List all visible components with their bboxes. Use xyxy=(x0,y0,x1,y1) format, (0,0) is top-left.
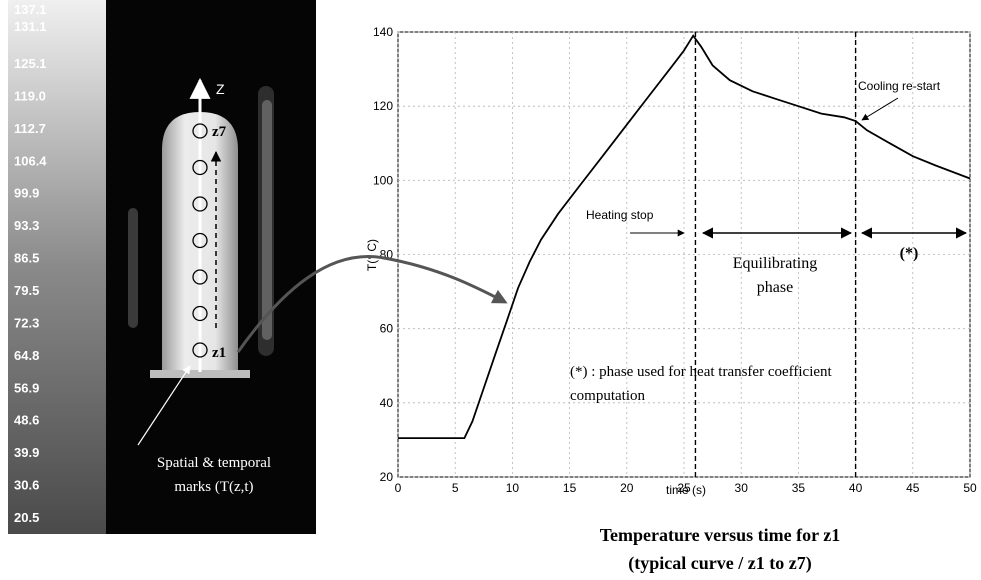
scale-label: 30.6 xyxy=(14,478,39,493)
thermogram: 137.1 131.1 125.1 119.0 112.7 106.4 99.9 93.3 86… xyxy=(8,0,316,534)
y-tick-label: 60 xyxy=(380,322,394,336)
scale-label: 39.9 xyxy=(14,445,39,460)
x-tick-label: 50 xyxy=(963,481,977,495)
y-axis-label: T(° C) xyxy=(365,239,379,271)
x-tick-label: 45 xyxy=(906,481,920,495)
scale-label: 72.3 xyxy=(14,315,39,330)
x-tick-label: 5 xyxy=(452,481,459,495)
heating-stop-label: Heating stop xyxy=(586,208,654,222)
x-tick-label: 15 xyxy=(563,481,577,495)
mark-label-z7: z7 xyxy=(212,124,227,140)
equilibrating-label-line2: phase xyxy=(757,279,793,296)
marks-caption-line1: Spatial & temporal xyxy=(157,455,271,471)
y-tick-label: 40 xyxy=(380,396,394,410)
mark-label-z1: z1 xyxy=(212,345,226,361)
marks-caption-line2: marks (T(z,t) xyxy=(174,479,253,495)
chart-title: Temperature versus time for z1 xyxy=(520,525,920,546)
scale-label: 119.0 xyxy=(14,88,46,103)
scale-label: 99.9 xyxy=(14,186,39,201)
y-tick-label: 100 xyxy=(373,173,393,187)
star-phase-label: (*) xyxy=(900,245,919,262)
side-streak-left xyxy=(128,208,138,328)
x-axis-label: time (s) xyxy=(666,483,706,497)
scale-label: 106.4 xyxy=(14,153,47,168)
scale-label: 125.1 xyxy=(14,56,47,71)
z-axis-label: Z xyxy=(216,81,225,97)
scale-label: 131.1 xyxy=(14,19,47,34)
y-tick-label: 20 xyxy=(380,470,394,484)
note-line1: (*) : phase used for heat transfer coeff… xyxy=(570,364,833,380)
scale-label: 48.6 xyxy=(14,413,39,428)
y-tick-label: 140 xyxy=(373,25,393,39)
scale-label: 112.7 xyxy=(14,121,46,136)
x-tick-label: 0 xyxy=(395,481,402,495)
x-tick-label: 40 xyxy=(849,481,863,495)
x-tick-label: 35 xyxy=(792,481,806,495)
chart-subtitle: (typical curve / z1 to z7) xyxy=(520,553,920,574)
x-tick-label: 10 xyxy=(506,481,520,495)
scale-label: 64.8 xyxy=(14,348,39,363)
side-streak-right-core xyxy=(262,100,272,340)
equilibrating-label-line1: Equilibrating xyxy=(733,255,817,272)
x-tick-label: 20 xyxy=(620,481,634,495)
scale-label: 20.5 xyxy=(14,510,39,525)
scale-label: 79.5 xyxy=(14,283,39,298)
scale-label: 86.5 xyxy=(14,251,39,266)
scale-label: 93.3 xyxy=(14,218,39,233)
scale-label: 137.1 xyxy=(14,2,47,17)
scale-label: 56.9 xyxy=(14,380,39,395)
y-tick-label: 120 xyxy=(373,99,393,113)
cooling-restart-label: Cooling re-start xyxy=(858,79,941,93)
note-line2: computation xyxy=(570,388,645,404)
x-tick-label: 30 xyxy=(735,481,749,495)
